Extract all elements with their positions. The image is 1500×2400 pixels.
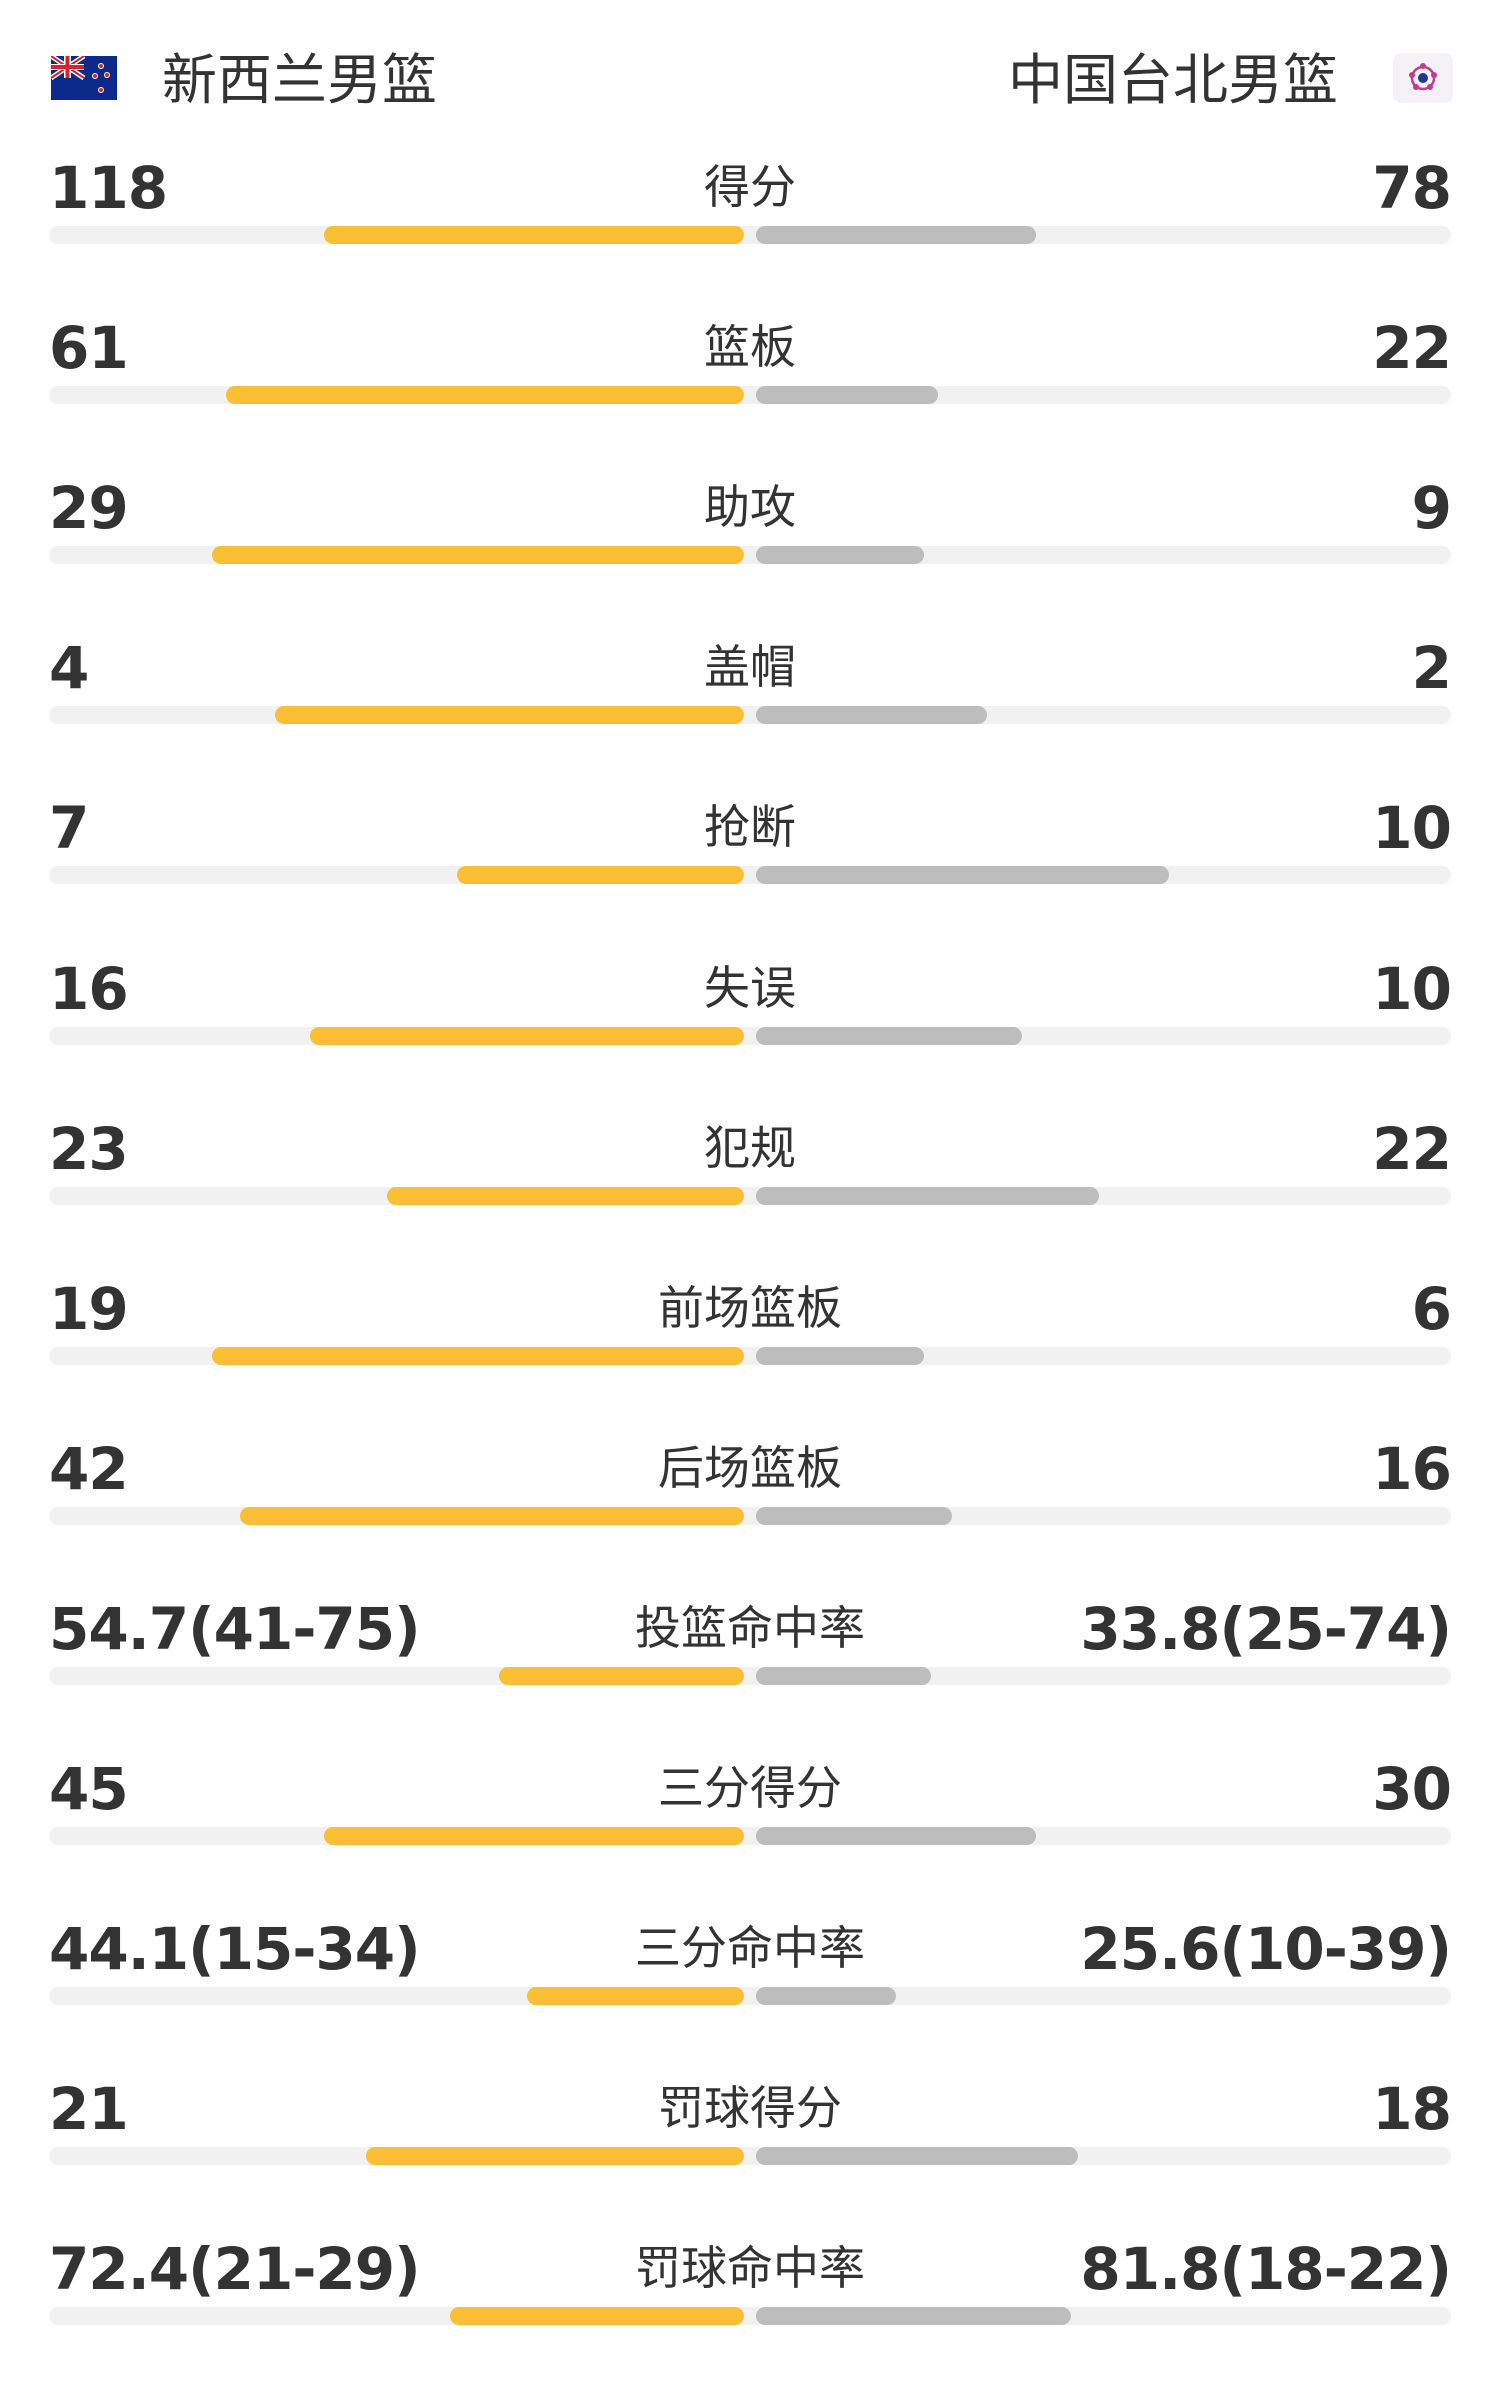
away-stat-value: 22 [1372,314,1452,382]
away-stat-bar [756,226,1036,244]
home-stat-value: 54.7(41-75) [49,1595,421,1663]
stat-bar-track [49,1827,1451,1845]
stat-label: 抢断 [704,800,796,854]
stat-bar-track [49,1027,1451,1045]
stat-row: 19 前场篮板 6 [0,1255,1500,1415]
stat-bar-track [49,2307,1451,2325]
home-stat-value: 23 [49,1115,129,1183]
home-stat-bar [324,1827,744,1845]
away-stat-value: 33.8(25-74) [1080,1595,1452,1663]
away-stat-bar [756,2307,1071,2325]
away-stat-value: 81.8(18-22) [1080,2235,1452,2303]
away-stat-bar [756,1347,924,1365]
home-stat-bar [240,1507,744,1525]
home-stat-bar [499,1667,744,1685]
home-stat-value: 7 [49,794,89,862]
stat-row: 4 盖帽 2 [0,614,1500,774]
match-header: 新西兰男篮 中国台北男篮 [0,0,1500,160]
home-stat-value: 44.1(15-34) [49,1915,421,1983]
away-stat-bar [756,706,987,724]
home-stat-value: 61 [49,314,129,382]
home-stat-bar [450,2307,744,2325]
away-stat-bar [756,1027,1022,1045]
away-stat-bar [756,1187,1099,1205]
home-stat-value: 45 [49,1755,129,1823]
stat-label: 犯规 [704,1121,796,1175]
home-stat-value: 29 [49,474,129,542]
stat-bar-track [49,2147,1451,2165]
stat-row: 16 失误 10 [0,935,1500,1095]
stat-row: 118 得分 78 [0,134,1500,294]
away-stat-value: 16 [1372,1435,1452,1503]
away-stat-bar [756,1987,896,2005]
new-zealand-flag-icon [51,56,117,100]
away-stat-bar [756,1507,952,1525]
home-stat-value: 16 [49,955,129,1023]
stat-label: 投篮命中率 [635,1601,865,1655]
away-stat-value: 30 [1372,1755,1452,1823]
stat-label: 得分 [704,160,796,214]
stat-row: 54.7(41-75) 投篮命中率 33.8(25-74) [0,1575,1500,1735]
home-stat-bar [366,2147,744,2165]
home-stat-bar [275,706,744,724]
home-stat-value: 4 [49,634,89,702]
away-stat-value: 78 [1372,154,1452,222]
stat-row: 44.1(15-34) 三分命中率 25.6(10-39) [0,1895,1500,2055]
away-stat-value: 22 [1372,1115,1452,1183]
away-stat-value: 6 [1411,1275,1452,1343]
stat-row: 45 三分得分 30 [0,1735,1500,1895]
away-stat-value: 10 [1372,794,1452,862]
home-stat-value: 118 [49,154,168,222]
away-stat-bar [756,2147,1078,2165]
away-stat-bar [756,1827,1036,1845]
stat-bar-track [49,1667,1451,1685]
home-stat-bar [212,546,744,564]
away-stat-value: 25.6(10-39) [1080,1915,1452,1983]
home-stat-bar [527,1987,744,2005]
away-stat-value: 9 [1411,474,1452,542]
stat-label: 三分命中率 [635,1921,865,1975]
stat-label: 前场篮板 [658,1281,842,1335]
away-stat-bar [756,386,938,404]
home-stat-bar [387,1187,744,1205]
stat-row: 29 助攻 9 [0,454,1500,614]
home-stat-value: 72.4(21-29) [49,2235,421,2303]
away-stat-value: 10 [1372,955,1452,1023]
stat-label: 篮板 [704,320,796,374]
stat-bar-track [49,1987,1451,2005]
away-stat-bar [756,1667,931,1685]
stat-row: 21 罚球得分 18 [0,2055,1500,2215]
stat-label: 后场篮板 [658,1441,842,1495]
stat-label: 失误 [704,961,796,1015]
home-stat-bar [310,1027,744,1045]
stat-label: 助攻 [704,480,796,534]
home-stat-value: 21 [49,2075,129,2143]
stat-label: 罚球命中率 [635,2241,865,2295]
stat-bar-track [49,866,1451,884]
stat-bar-track [49,706,1451,724]
stat-label: 罚球得分 [658,2081,842,2135]
home-stat-bar [457,866,744,884]
stat-row: 23 犯规 22 [0,1095,1500,1255]
away-team-name: 中国台北男篮 [1007,48,1338,112]
home-stat-bar [226,386,744,404]
home-team-name: 新西兰男篮 [162,48,438,112]
away-stat-bar [756,866,1169,884]
home-stat-bar [324,226,744,244]
away-stat-value: 2 [1411,634,1452,702]
stat-row: 72.4(21-29) 罚球命中率 81.8(18-22) [0,2215,1500,2375]
stat-row: 42 后场篮板 16 [0,1415,1500,1575]
stat-row: 61 篮板 22 [0,294,1500,454]
chinese-taipei-flag-icon [1393,53,1453,103]
stat-row: 7 抢断 10 [0,774,1500,934]
home-stat-value: 19 [49,1275,129,1343]
stat-bar-track [49,226,1451,244]
away-stat-bar [756,546,924,564]
home-stat-value: 42 [49,1435,129,1503]
stat-label: 盖帽 [704,640,796,694]
home-stat-bar [212,1347,744,1365]
away-stat-value: 18 [1372,2075,1452,2143]
stat-bar-track [49,1187,1451,1205]
stat-label: 三分得分 [658,1761,842,1815]
